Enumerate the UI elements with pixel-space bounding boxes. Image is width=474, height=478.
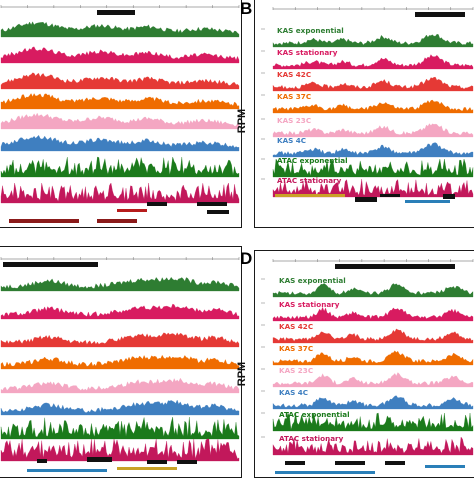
track-signal-kas-37c [0,354,240,370]
track-signal-kas-42c [272,328,474,344]
track-label-kas-exponential: KAS exponential [279,276,346,285]
track-label-kas-37c: KAS 37C [279,344,313,353]
gene-model [27,469,107,472]
gene-model [147,460,167,464]
track-signal-kas-4c [272,142,474,158]
track-signal-kas-stationary [0,46,240,64]
track-label-kas-stationary: KAS stationary [277,48,338,57]
track-label-kas-4c: KAS 4C [277,136,306,145]
track-label-kas-4c: KAS 4C [279,388,308,397]
track-signal-kas-23c [0,377,240,394]
gene-model [275,471,375,474]
scale-bar [335,264,455,269]
track-signal-kas-stationary [272,306,474,322]
gene-model [117,467,177,470]
panel-a-tracks [0,5,240,223]
track-label-atac-stationary: ATAC stationary [277,176,342,185]
gene-model [9,219,79,223]
track-label-atac-exponential: ATAC exponential [277,156,348,165]
track-signal-kas-37c [272,350,474,366]
track-signal-kas-stationary [272,54,474,70]
gene-model [197,202,227,206]
track-signal-atac-stationary [272,436,474,456]
track-signal-kas-4c [0,399,240,416]
track-signal-kas-42c [272,76,474,92]
track-signal-kas-exponential [0,21,240,38]
gene-model [37,459,47,463]
scale-bar [97,10,135,15]
track-label-kas-37c: KAS 37C [277,92,311,101]
track-label-kas-42c: KAS 42C [277,70,311,79]
gene-model [87,457,112,462]
gene-model [117,209,147,212]
gene-model [147,202,167,206]
track-label-kas-stationary: KAS stationary [279,300,340,309]
gene-model [207,210,229,214]
track-signal-atac-stationary [0,182,240,204]
panel-letter-d: D [240,249,253,268]
scale-bar [415,12,465,17]
track-signal-kas-42c [0,72,240,90]
gene-model [443,194,455,199]
panel-d-tracks: KAS exponential KAS stationary KAS 42C KAS … [261,259,474,474]
gene-model [405,200,450,203]
track-signal-kas-23c [0,112,240,130]
track-label-kas-42c: KAS 42C [279,322,313,331]
track-signal-kas-exponential [272,283,474,298]
scale-bar [3,262,98,267]
track-signal-atac-stationary [272,178,474,198]
panel-a [0,0,242,228]
track-signal-kas-37c [272,99,474,114]
panel-b-tracks: KAS exponential KAS stationary KAS 42C KAS … [261,7,474,203]
track-signal-kas-stationary [0,303,240,320]
panel-b: KAS exponential KAS stationary KAS 42C KAS … [254,0,474,228]
panel-d: KAS exponential KAS stationary KAS 42C KAS … [254,250,474,478]
rpm-label-b: RPM [236,108,249,134]
track-signal-kas-42c [0,332,240,348]
gene-model [355,197,377,202]
track-signal-kas-exponential [272,34,474,48]
track-signal-atac-exponential [0,416,240,440]
gene-model [177,460,197,464]
track-signal-atac-exponential [272,412,474,432]
panel-c-tracks [0,257,240,472]
track-label-atac-exponential: ATAC exponential [279,410,350,419]
track-signal-kas-37c [0,93,240,110]
gene-model [385,461,405,465]
track-signal-kas-4c [272,395,474,410]
gene-model [380,194,400,197]
gene-model [425,465,465,468]
track-signal-atac-exponential [272,158,474,178]
track-label-atac-stationary: ATAC stationary [279,434,344,443]
track-signal-atac-exponential [0,156,240,178]
rpm-label-d: RPM [236,361,249,387]
gene-model [275,194,345,197]
track-signal-kas-23c [272,123,474,138]
panel-letter-b: B [240,0,253,18]
gene-model [285,461,305,465]
track-label-kas-23c: KAS 23C [277,116,311,125]
gene-model [335,461,365,465]
panel-c [0,246,242,478]
track-signal-atac-stationary [0,438,240,462]
track-label-kas-23c: KAS 23C [279,366,313,375]
track-label-kas-exponential: KAS exponential [277,26,344,35]
track-signal-kas-exponential [0,277,240,292]
gene-model [97,219,137,223]
track-signal-kas-23c [272,372,474,388]
track-signal-kas-4c [0,135,240,152]
